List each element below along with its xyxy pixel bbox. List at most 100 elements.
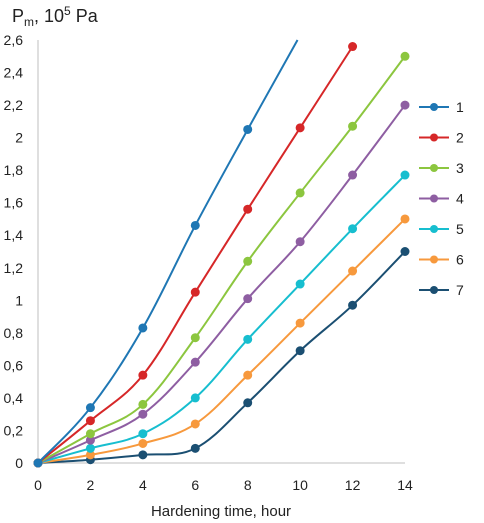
y-tick-label: 2,2	[4, 97, 24, 113]
y-tick-label: 1,8	[4, 162, 24, 178]
data-point	[295, 123, 305, 133]
data-point	[243, 398, 253, 408]
x-tick-labels: 0 2 4 6 8 10 12 14	[34, 477, 413, 493]
y-tick-label: 1,2	[4, 260, 24, 276]
legend-label: 5	[456, 221, 464, 237]
y-tick-label: 2,4	[4, 65, 24, 81]
data-point	[400, 100, 410, 110]
legend-item-2: 2	[419, 130, 464, 146]
legend-label: 1	[456, 99, 464, 115]
y-tick-label: 0,6	[4, 357, 24, 373]
y-tick-label: 1,6	[4, 195, 24, 211]
series-4	[33, 100, 410, 468]
data-point	[295, 237, 305, 247]
data-point	[85, 403, 95, 413]
data-point	[190, 393, 200, 403]
data-point	[190, 419, 200, 429]
data-point	[190, 220, 200, 230]
y-axis-title-unit: Pa	[71, 6, 99, 26]
legend-item-1: 1	[419, 99, 464, 115]
y-tick-label: 2	[15, 130, 23, 146]
legend-marker	[430, 255, 438, 264]
y-tick-label: 0,2	[4, 422, 24, 438]
legend-marker	[430, 225, 438, 233]
data-point	[348, 266, 358, 276]
data-point	[400, 51, 410, 61]
y-axis-title-main: P	[12, 6, 24, 26]
legend-label: 3	[456, 160, 464, 176]
x-tick-label: 4	[139, 477, 147, 493]
data-point	[348, 170, 358, 180]
y-tick-label: 0	[15, 455, 23, 471]
data-point	[138, 409, 148, 419]
data-point	[400, 214, 410, 224]
y-axis-title: Pm, 105 Pa	[12, 4, 99, 29]
data-point	[138, 429, 148, 439]
data-point	[243, 334, 253, 344]
legend-marker	[430, 286, 438, 294]
data-point	[348, 121, 358, 131]
x-tick-label: 14	[397, 477, 413, 493]
data-point	[138, 323, 148, 333]
legend-item-6: 6	[419, 252, 464, 268]
series-layer	[33, 39, 410, 468]
x-tick-label: 12	[345, 477, 361, 493]
legend-marker	[430, 164, 438, 172]
data-point	[243, 124, 253, 134]
data-point	[295, 188, 305, 198]
series-line-6	[37, 218, 406, 464]
data-point	[348, 224, 358, 234]
data-point	[348, 300, 358, 310]
series-line-1	[37, 39, 299, 464]
y-tick-labels: 0 0,2 0,4 0,6 0,8 1 1,2 1,4 1,6 1,8 2 2,2 2,4 2,6	[4, 32, 24, 471]
y-axis-title-rest: , 10	[34, 6, 64, 26]
legend-item-7: 7	[419, 282, 464, 298]
legend: 1 2 3 4 5 6 7	[419, 99, 464, 298]
data-point	[190, 443, 200, 453]
legend-marker	[430, 133, 438, 142]
x-axis-title: Hardening time, hour	[151, 503, 291, 520]
y-tick-label: 1,4	[4, 227, 24, 243]
data-point	[85, 416, 95, 426]
legend-label: 4	[456, 191, 464, 207]
data-point	[190, 333, 200, 343]
data-point	[243, 204, 253, 214]
data-point	[348, 42, 358, 52]
y-tick-label: 0,8	[4, 325, 24, 341]
data-point	[295, 318, 305, 328]
data-point	[85, 443, 95, 453]
data-point	[138, 399, 148, 409]
legend-marker	[430, 103, 438, 111]
data-point	[243, 370, 253, 380]
legend-label: 6	[456, 252, 464, 268]
data-point	[400, 247, 410, 256]
axes	[37, 40, 405, 464]
legend-item-5: 5	[419, 221, 464, 237]
y-axis-title-sup: 5	[64, 4, 71, 18]
x-tick-label: 10	[292, 477, 308, 493]
series-2	[33, 42, 358, 468]
x-tick-label: 2	[87, 477, 95, 493]
legend-label: 2	[456, 130, 464, 146]
data-point	[295, 279, 305, 289]
y-axis-title-sub: m	[24, 15, 34, 29]
data-point	[138, 438, 148, 448]
legend-label: 7	[456, 282, 464, 298]
y-tick-label: 2,6	[4, 32, 24, 48]
data-point	[295, 346, 305, 356]
series-5	[33, 170, 410, 468]
x-tick-label: 0	[34, 477, 42, 493]
data-point	[190, 357, 200, 367]
data-point	[138, 450, 148, 460]
data-point	[400, 170, 410, 180]
data-point	[138, 370, 148, 380]
x-tick-label: 8	[244, 477, 252, 493]
legend-item-4: 4	[419, 191, 464, 207]
series-1	[33, 39, 299, 468]
data-point	[243, 256, 253, 266]
data-point	[33, 458, 43, 468]
data-point	[190, 287, 200, 297]
y-tick-label: 1	[15, 292, 23, 308]
legend-marker	[430, 194, 438, 203]
